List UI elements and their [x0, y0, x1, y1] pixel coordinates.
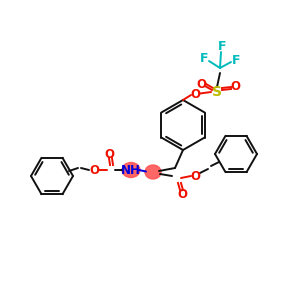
Text: F: F — [232, 53, 240, 67]
Text: O: O — [104, 148, 114, 160]
Text: NH: NH — [121, 164, 141, 176]
Text: O: O — [190, 88, 200, 100]
Ellipse shape — [122, 163, 140, 178]
Text: O: O — [89, 164, 99, 176]
Text: O: O — [196, 77, 206, 91]
Text: F: F — [200, 52, 208, 64]
Ellipse shape — [145, 165, 161, 179]
Text: O: O — [230, 80, 240, 94]
Text: O: O — [177, 188, 187, 202]
Text: O: O — [190, 169, 200, 182]
Text: S: S — [212, 85, 222, 99]
Text: F: F — [218, 40, 226, 52]
